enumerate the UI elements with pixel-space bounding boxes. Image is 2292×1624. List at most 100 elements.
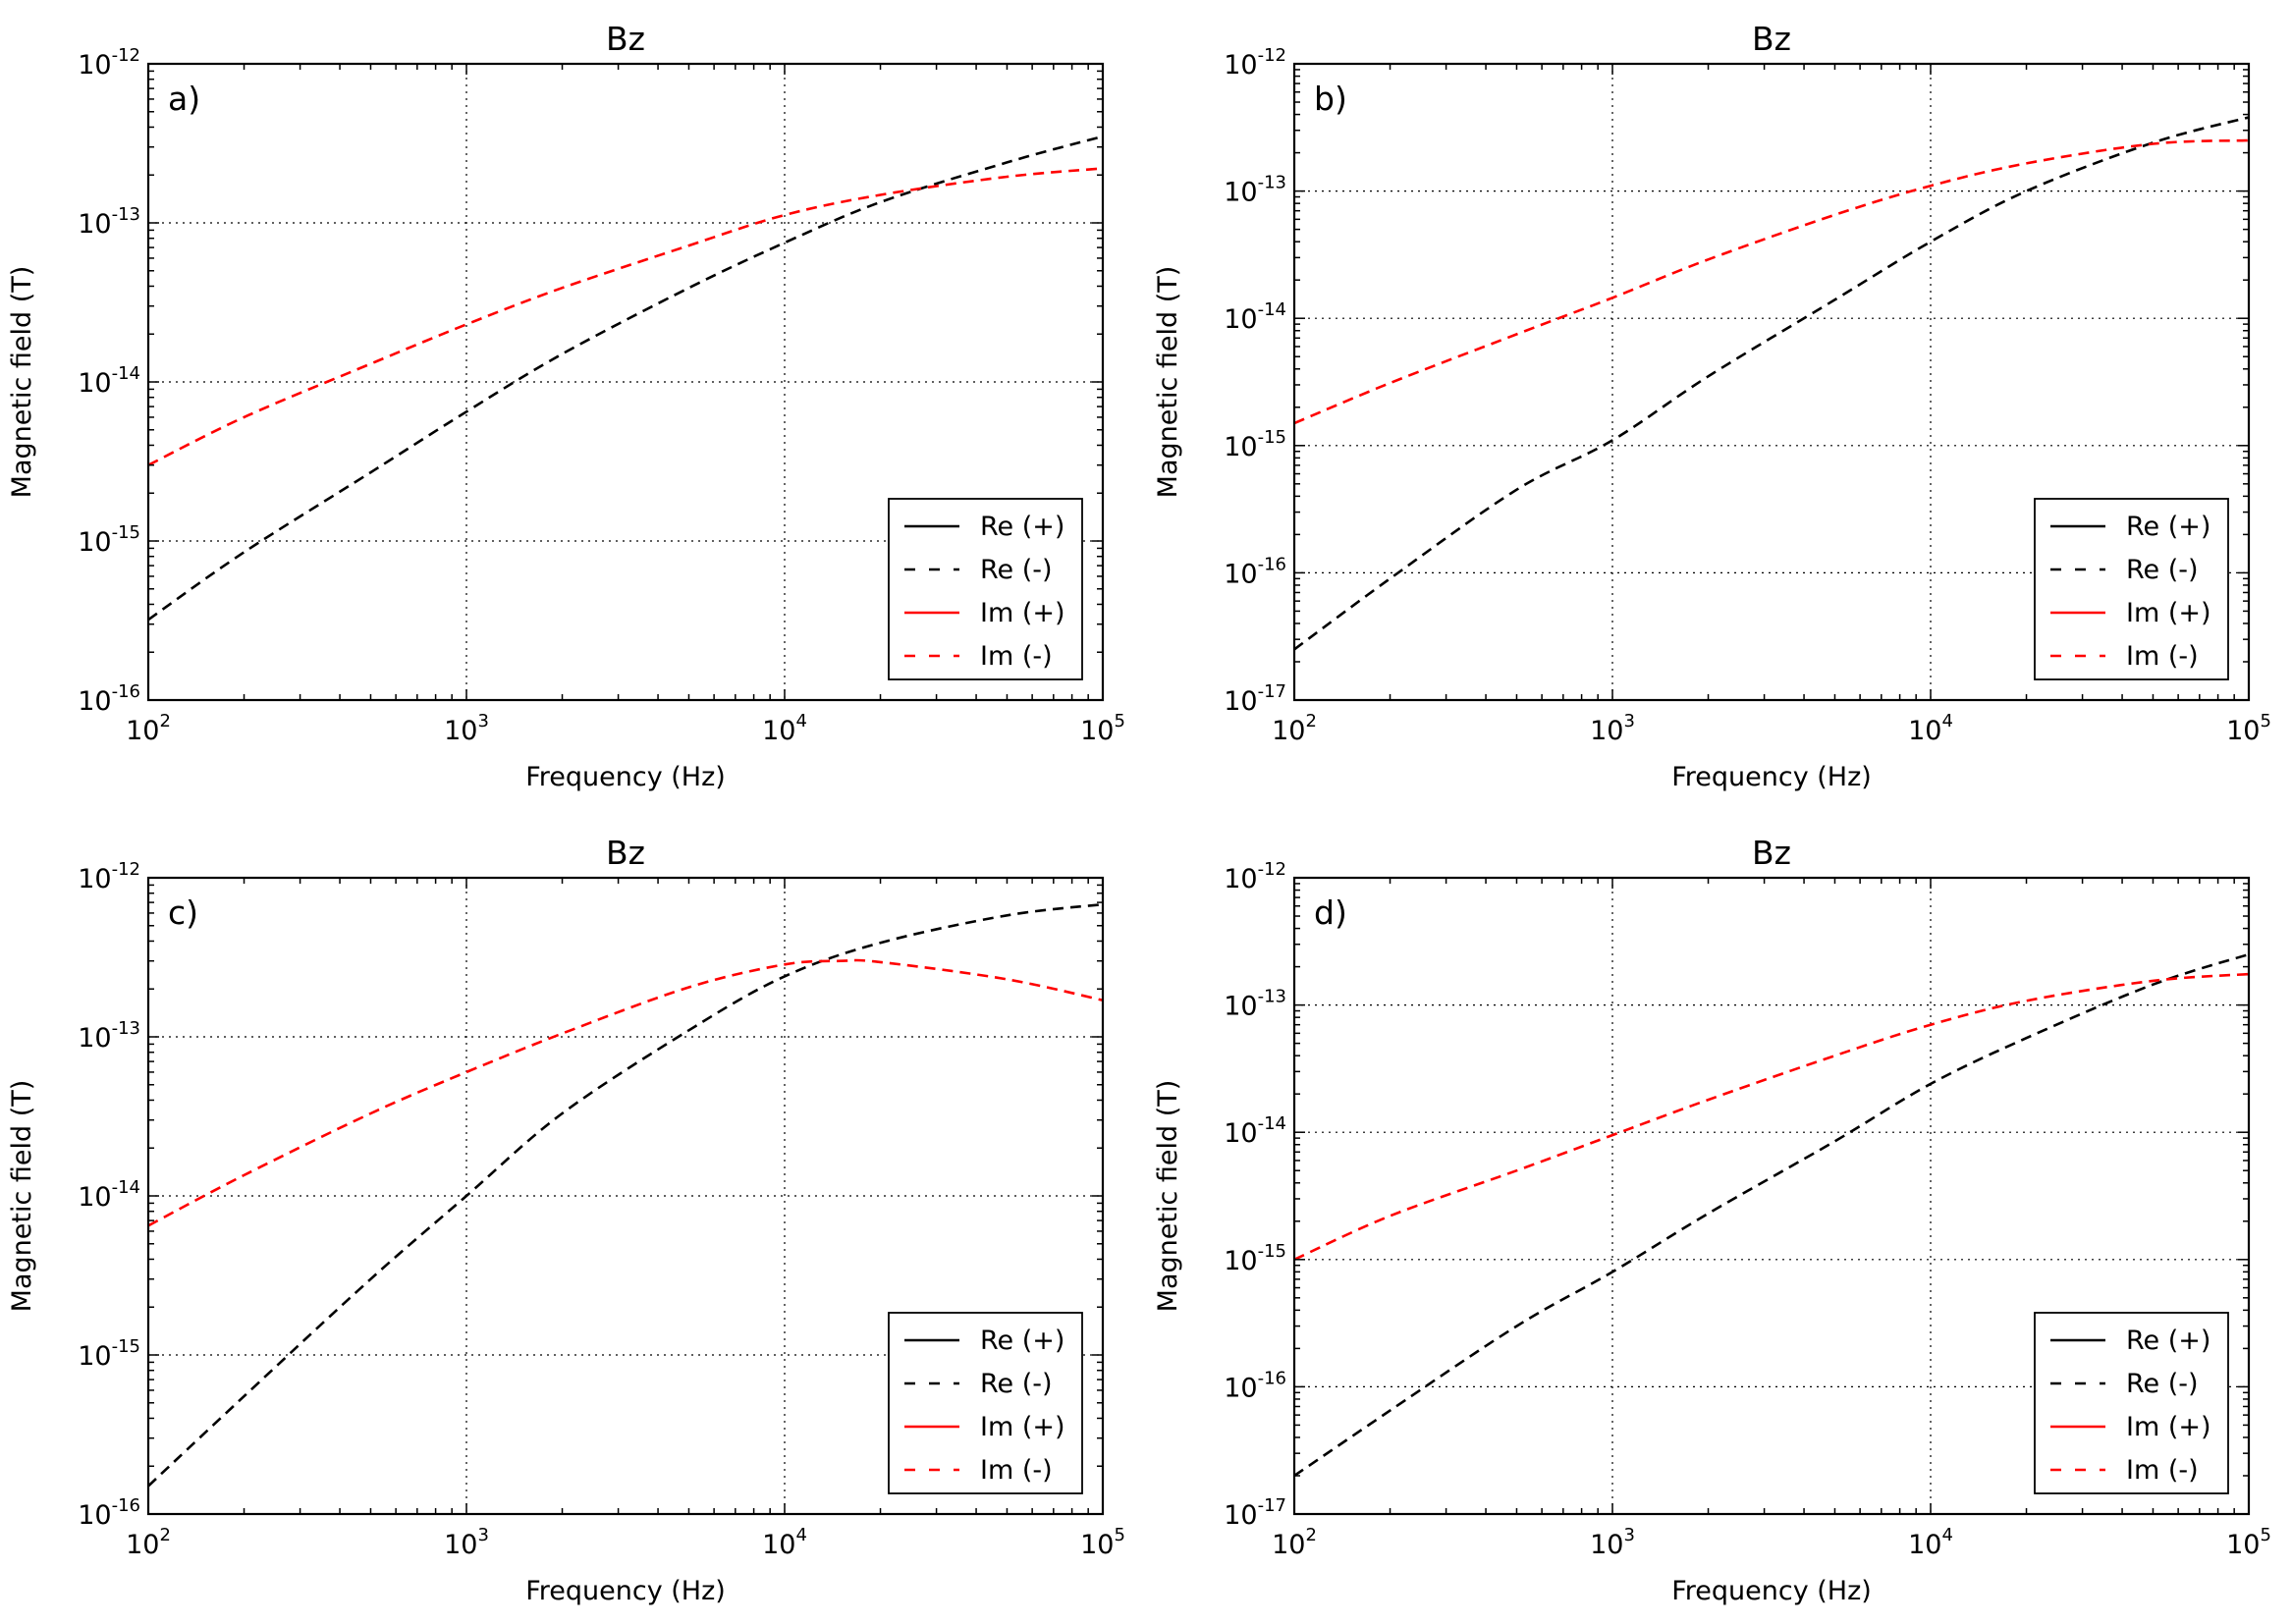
ticks xyxy=(147,878,1104,1515)
series-line xyxy=(1294,952,2249,1478)
y-tick-label: 10-12 xyxy=(1224,859,1286,894)
legend-frame xyxy=(888,1312,1083,1494)
legend-entry-label: Im (-) xyxy=(980,641,1053,672)
y-tick-label: 10-12 xyxy=(78,859,140,894)
legend-entry-label: Re (+) xyxy=(980,1326,1064,1356)
legend-frame xyxy=(2034,1312,2229,1494)
y-axis-label: Magnetic field (T) xyxy=(7,1080,37,1313)
x-tick-label: 104 xyxy=(762,711,807,746)
legend: Re (+) Re (-) Im (+) Im (-) xyxy=(2034,1312,2229,1494)
y-tick-label: 10-15 xyxy=(78,1336,140,1372)
subplot-title: Bz xyxy=(606,20,645,58)
panel-label: a) xyxy=(168,80,200,118)
legend-entry-label: Re (+) xyxy=(2126,1326,2210,1356)
y-tick-label: 10-13 xyxy=(78,204,140,240)
legend: Re (+) Re (-) Im (+) Im (-) xyxy=(2034,498,2229,680)
y-tick-label: 10-15 xyxy=(78,522,140,558)
x-tick-label: 103 xyxy=(444,1525,489,1560)
x-tick-label: 103 xyxy=(1590,1525,1635,1560)
x-axis-label: Frequency (Hz) xyxy=(1671,762,1872,792)
legend-entry-label: Im (+) xyxy=(2126,1412,2211,1442)
panel-label: d) xyxy=(1314,893,1347,932)
legend-entry-label: Im (-) xyxy=(2126,641,2199,672)
legend-frame xyxy=(888,498,1083,680)
series-group xyxy=(148,135,1103,622)
x-tick-label: 103 xyxy=(1590,711,1635,746)
x-tick-label: 105 xyxy=(2226,711,2271,746)
subplot-title: Bz xyxy=(1752,834,1791,872)
legend-entry-label: Re (-) xyxy=(2126,1369,2199,1399)
series-line xyxy=(148,902,1103,1488)
y-tick-label: 10-16 xyxy=(78,681,140,717)
legend-entry-label: Im (-) xyxy=(2126,1455,2199,1486)
legend-entry-label: Im (+) xyxy=(2126,598,2211,628)
legend-entry-label: Re (-) xyxy=(2126,555,2199,585)
series-group xyxy=(1294,952,2249,1478)
series-line xyxy=(148,958,1103,1227)
panel-label: b) xyxy=(1314,80,1347,118)
legend-entry-label: Im (+) xyxy=(980,1412,1065,1442)
x-axis-label: Frequency (Hz) xyxy=(1671,1576,1872,1606)
series-line xyxy=(1294,138,2249,425)
legend-frame xyxy=(2034,498,2229,680)
y-axis-label: Magnetic field (T) xyxy=(1153,266,1183,499)
legend-entry-label: Re (+) xyxy=(2126,512,2210,542)
legend: Re (+) Re (-) Im (+) Im (-) xyxy=(888,498,1083,680)
grid xyxy=(1294,64,2249,700)
x-tick-label: 104 xyxy=(762,1525,807,1560)
x-tick-label: 104 xyxy=(1908,711,1953,746)
axes-frame xyxy=(1292,62,2251,702)
subplot-d: Bz d) Frequency (Hz) Magnetic field (T) … xyxy=(1153,834,2271,1606)
x-tick-label: 105 xyxy=(1080,711,1125,746)
subplot-title: Bz xyxy=(606,834,645,872)
y-tick-label: 10-17 xyxy=(1224,681,1286,717)
x-tick-label: 102 xyxy=(1272,1525,1317,1560)
y-tick-label: 10-16 xyxy=(1224,554,1286,589)
ticks xyxy=(147,64,1104,701)
y-tick-label: 10-15 xyxy=(1224,427,1286,462)
series-group xyxy=(148,902,1103,1488)
y-tick-label: 10-16 xyxy=(1224,1368,1286,1403)
legend-entry-label: Re (+) xyxy=(980,512,1064,542)
y-tick-label: 10-12 xyxy=(1224,45,1286,81)
x-tick-label: 102 xyxy=(126,711,171,746)
x-tick-label: 105 xyxy=(1080,1525,1125,1560)
x-tick-label: 104 xyxy=(1908,1525,1953,1560)
y-tick-label: 10-14 xyxy=(78,363,140,399)
series-group xyxy=(1294,116,2249,651)
legend: Re (+) Re (-) Im (+) Im (-) xyxy=(888,1312,1083,1494)
y-axis-label: Magnetic field (T) xyxy=(7,266,37,499)
series-line xyxy=(1294,972,2249,1261)
legend-entry-label: Re (-) xyxy=(980,1369,1053,1399)
y-tick-label: 10-15 xyxy=(1224,1241,1286,1276)
y-tick-label: 10-13 xyxy=(78,1018,140,1054)
y-tick-label: 10-13 xyxy=(1224,987,1286,1022)
x-axis-label: Frequency (Hz) xyxy=(525,1576,726,1606)
grid xyxy=(148,64,1103,700)
y-tick-label: 10-17 xyxy=(1224,1495,1286,1531)
axes-frame xyxy=(1292,876,2251,1516)
subplot-c: Bz c) Frequency (Hz) Magnetic field (T) … xyxy=(7,834,1125,1606)
grid xyxy=(1294,878,2249,1514)
y-tick-label: 10-13 xyxy=(1224,173,1286,208)
legend-entry-label: Im (-) xyxy=(980,1455,1053,1486)
y-tick-label: 10-14 xyxy=(1224,299,1286,335)
subplot-b: Bz b) Frequency (Hz) Magnetic field (T) … xyxy=(1153,20,2271,792)
legend-entry-label: Re (-) xyxy=(980,555,1053,585)
x-tick-label: 105 xyxy=(2226,1525,2271,1560)
legend-entry-label: Im (+) xyxy=(980,598,1065,628)
y-tick-label: 10-14 xyxy=(78,1177,140,1213)
x-tick-label: 103 xyxy=(444,711,489,746)
ticks xyxy=(1293,64,2250,701)
subplot-a: Bz a) Frequency (Hz) Magnetic field (T) … xyxy=(7,20,1125,792)
series-line xyxy=(148,167,1103,466)
x-axis-label: Frequency (Hz) xyxy=(525,762,726,792)
y-axis-label: Magnetic field (T) xyxy=(1153,1080,1183,1313)
x-tick-label: 102 xyxy=(1272,711,1317,746)
y-tick-label: 10-16 xyxy=(78,1495,140,1531)
panel-label: c) xyxy=(168,893,198,932)
y-tick-label: 10-14 xyxy=(1224,1113,1286,1149)
y-tick-label: 10-12 xyxy=(78,45,140,81)
series-line xyxy=(148,135,1103,622)
